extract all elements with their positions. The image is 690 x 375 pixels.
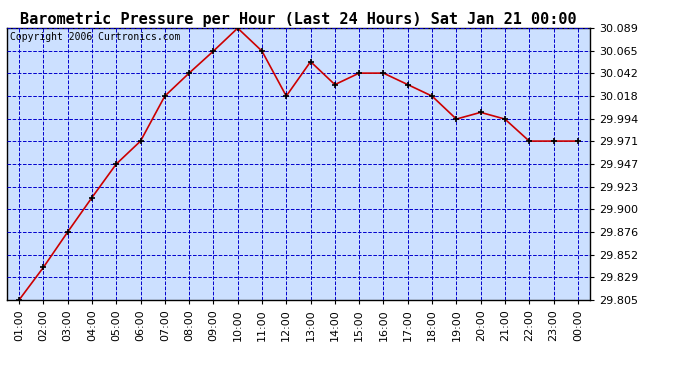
Title: Barometric Pressure per Hour (Last 24 Hours) Sat Jan 21 00:00: Barometric Pressure per Hour (Last 24 Ho… bbox=[20, 11, 577, 27]
Text: Copyright 2006 Curtronics.com: Copyright 2006 Curtronics.com bbox=[10, 32, 180, 42]
